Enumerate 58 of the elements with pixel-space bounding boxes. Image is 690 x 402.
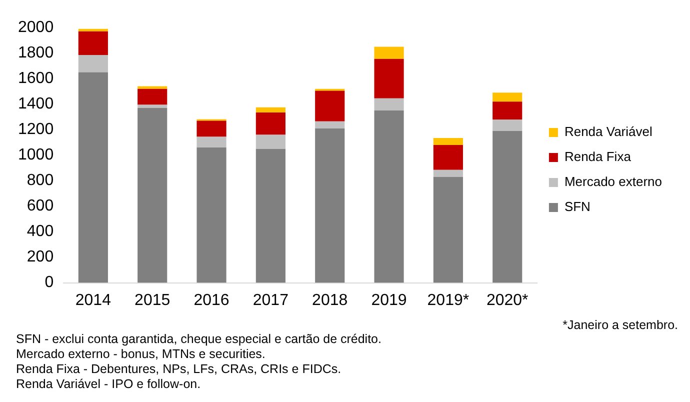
- x-tick-label: 2016: [194, 292, 230, 309]
- bar: [433, 176, 463, 283]
- text: *Janeiro a setembro.: [562, 318, 679, 332]
- bar: [78, 55, 108, 72]
- bar: [374, 98, 404, 111]
- legend-label: Renda Variável: [564, 124, 652, 140]
- x-tick-label: 2020*: [486, 292, 528, 309]
- bar: [315, 121, 345, 128]
- bar: [138, 86, 168, 89]
- bar: [374, 110, 404, 283]
- y-tick-label: 2000: [18, 19, 54, 36]
- bar: [492, 92, 522, 102]
- x-tick-label: 2019*: [427, 292, 470, 309]
- y-tick-label: 200: [26, 248, 54, 266]
- bar: [138, 108, 168, 283]
- x-tick-label: 2018: [312, 292, 348, 309]
- bar: [256, 112, 286, 135]
- x-tick-label: 2017: [252, 292, 289, 309]
- bar: [433, 144, 463, 170]
- legend-label: SFN: [564, 199, 590, 214]
- bar: [196, 136, 226, 148]
- text: Mercado externo - bonus, MTNs e securities.: [15, 347, 266, 362]
- bar: [78, 72, 108, 283]
- bar: [78, 28, 108, 32]
- y-tick-label: 1200: [18, 121, 54, 138]
- bar: [196, 148, 226, 283]
- y-tick-label: 600: [26, 198, 54, 215]
- bar: [256, 134, 286, 149]
- y-tick-label: 400: [26, 223, 54, 240]
- bar: [492, 119, 522, 131]
- bar: [256, 148, 286, 283]
- legend-label: Renda Fixa: [564, 149, 632, 164]
- y-tick-label: 0: [44, 274, 54, 292]
- bar: [315, 128, 345, 283]
- bar: [492, 130, 522, 283]
- bar: [78, 31, 108, 56]
- bar: [374, 46, 404, 59]
- bar: [374, 58, 404, 98]
- legend-label: Mercado externo: [564, 174, 662, 190]
- text: SFN - exclui conta garantida, cheque especial e cartão de crédito.: [15, 332, 382, 347]
- bar: [138, 88, 168, 105]
- y-tick-label: 1000: [18, 146, 54, 164]
- bar: [492, 102, 522, 120]
- x-tick-label: 2019: [371, 292, 407, 309]
- text: Renda Fixa - Debentures, NPs, LFs, CRAs, CRIs e FIDCs.: [15, 362, 342, 377]
- y-tick-label: 1800: [18, 44, 54, 62]
- bar: [315, 90, 345, 122]
- text: Renda Variável - IPO e follow-on.: [15, 377, 202, 392]
- y-tick-label: 1400: [18, 96, 54, 113]
- bar: [433, 138, 463, 145]
- bar: [256, 107, 286, 112]
- bar: [433, 170, 463, 177]
- x-tick-label: 2014: [75, 292, 112, 309]
- bar: [196, 120, 226, 137]
- bar: [138, 104, 168, 108]
- x-tick-label: 2015: [134, 292, 170, 309]
- y-tick-label: 1600: [18, 70, 54, 88]
- y-tick-label: 800: [26, 172, 54, 190]
